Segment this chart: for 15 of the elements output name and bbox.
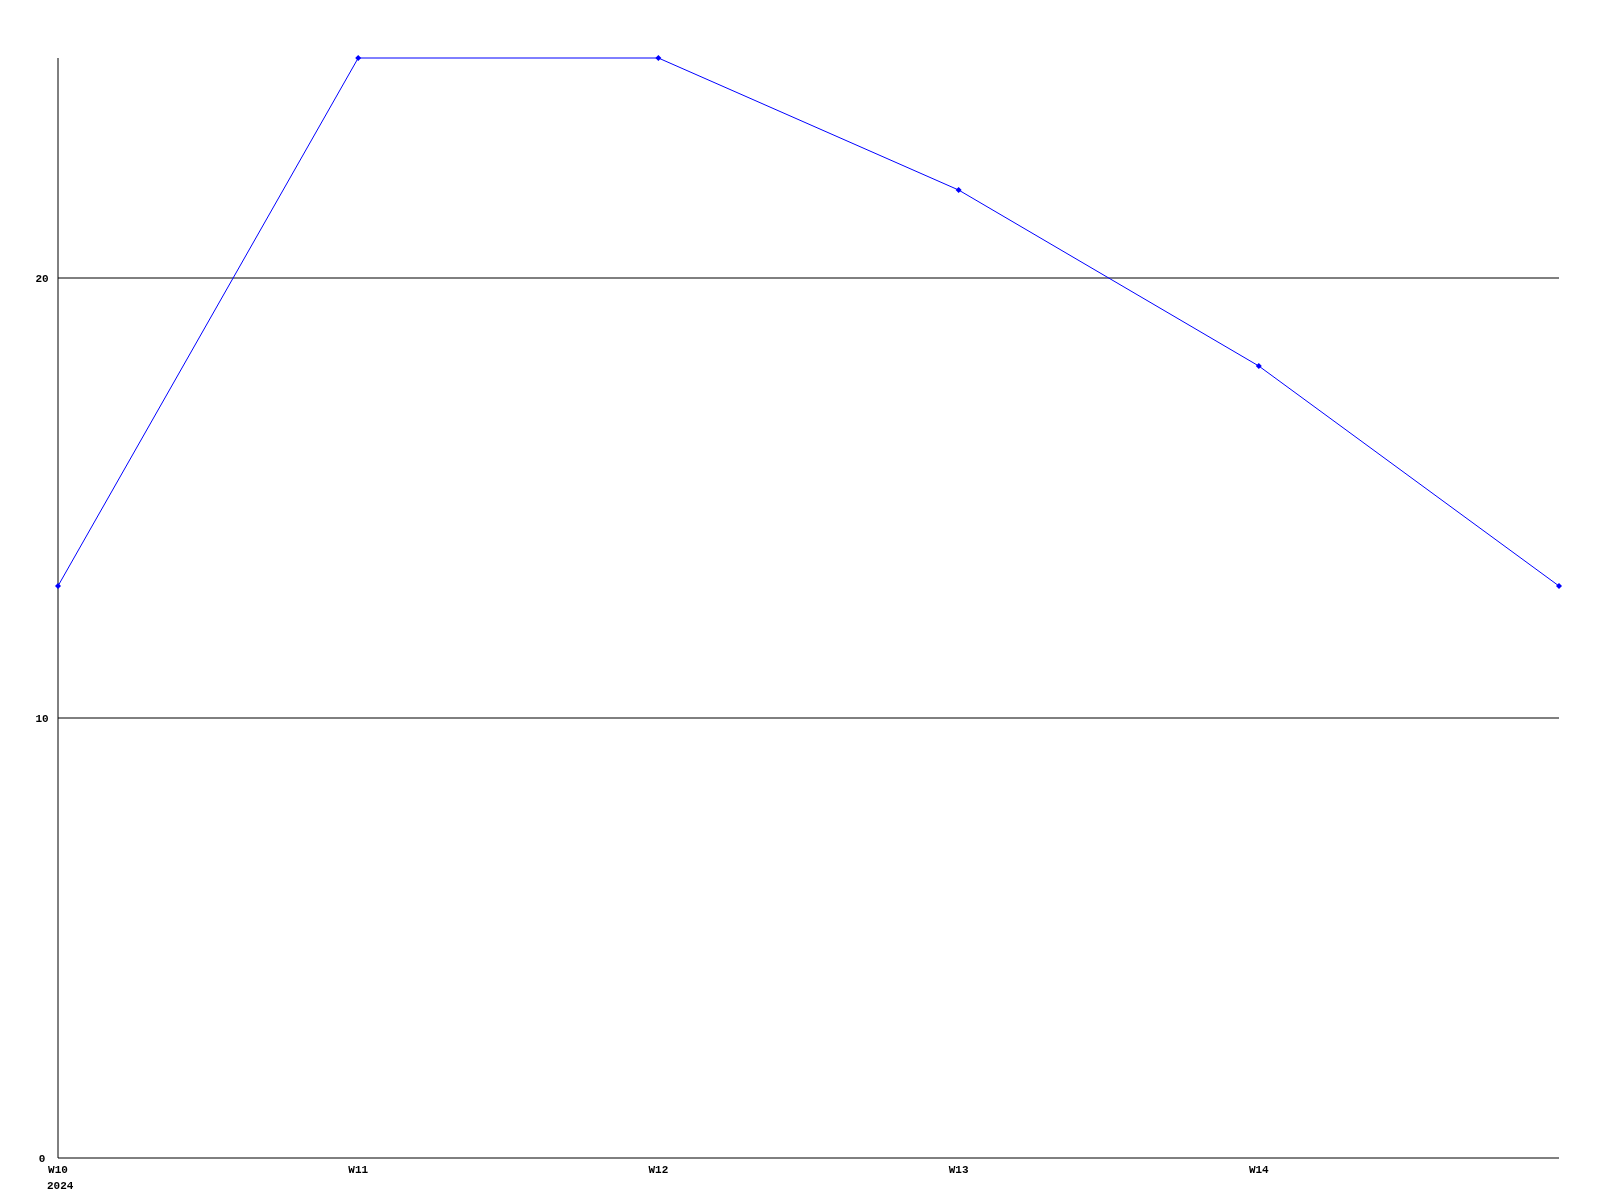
x-tick-label: W14 bbox=[1248, 1164, 1270, 1176]
x-tick-label: W13 bbox=[948, 1164, 969, 1176]
point bbox=[55, 583, 61, 589]
point bbox=[1255, 363, 1262, 369]
text: 2024 bbox=[47, 1180, 74, 1192]
y-tick-label: 0 bbox=[38, 1152, 46, 1165]
point bbox=[1556, 583, 1562, 589]
x-tick-label: W12 bbox=[648, 1164, 669, 1176]
point bbox=[355, 55, 362, 61]
x-tick-label: W11 bbox=[348, 1164, 369, 1176]
point bbox=[655, 55, 662, 61]
y-tick-label: 20 bbox=[35, 272, 49, 285]
y-tick-label: 10 bbox=[35, 712, 49, 725]
point bbox=[955, 187, 962, 193]
x-tick-label: W10 bbox=[48, 1164, 68, 1176]
